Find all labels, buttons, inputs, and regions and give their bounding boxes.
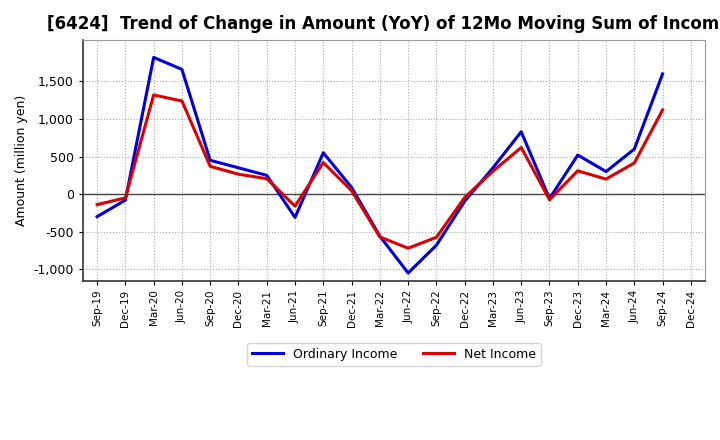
Ordinary Income [291, 215, 300, 220]
Ordinary Income [121, 198, 130, 203]
Ordinary Income [178, 67, 186, 72]
Ordinary Income [347, 185, 356, 190]
Net Income [630, 160, 639, 165]
Line: Net Income: Net Income [97, 95, 662, 248]
Ordinary Income [489, 165, 498, 170]
Ordinary Income [376, 234, 384, 239]
Net Income [489, 169, 498, 174]
Line: Ordinary Income: Ordinary Income [97, 57, 662, 273]
Ordinary Income [206, 158, 215, 163]
Net Income [347, 188, 356, 193]
Net Income [545, 197, 554, 202]
Net Income [432, 235, 441, 240]
Net Income [291, 203, 300, 209]
Ordinary Income [319, 150, 328, 155]
Ordinary Income [460, 198, 469, 204]
Ordinary Income [658, 71, 667, 77]
Legend: Ordinary Income, Net Income: Ordinary Income, Net Income [247, 343, 541, 366]
Net Income [460, 195, 469, 200]
Net Income [517, 145, 526, 150]
Ordinary Income [404, 270, 413, 275]
Ordinary Income [573, 152, 582, 158]
Title: [6424]  Trend of Change in Amount (YoY) of 12Mo Moving Sum of Incomes: [6424] Trend of Change in Amount (YoY) o… [48, 15, 720, 33]
Ordinary Income [262, 172, 271, 178]
Ordinary Income [602, 169, 611, 174]
Ordinary Income [517, 129, 526, 134]
Net Income [376, 234, 384, 239]
Ordinary Income [630, 147, 639, 152]
Net Income [573, 168, 582, 173]
Ordinary Income [234, 165, 243, 170]
Net Income [121, 195, 130, 201]
Net Income [206, 164, 215, 169]
Ordinary Income [93, 214, 102, 219]
Net Income [319, 160, 328, 165]
Ordinary Income [545, 196, 554, 201]
Net Income [93, 202, 102, 207]
Ordinary Income [149, 55, 158, 60]
Net Income [178, 98, 186, 103]
Net Income [602, 176, 611, 182]
Net Income [658, 107, 667, 113]
Net Income [149, 92, 158, 98]
Net Income [404, 246, 413, 251]
Net Income [262, 176, 271, 181]
Net Income [234, 172, 243, 177]
Y-axis label: Amount (million yen): Amount (million yen) [15, 95, 28, 226]
Ordinary Income [432, 242, 441, 248]
